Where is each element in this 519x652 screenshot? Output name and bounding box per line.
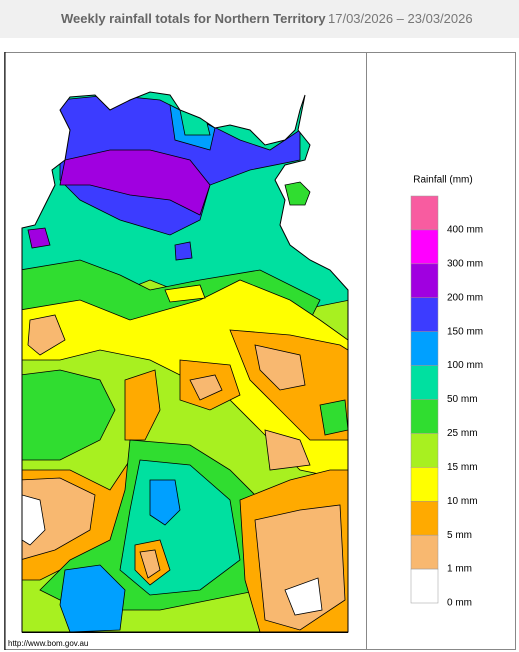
legend-label: 25 mm [447,428,478,439]
legend-swatch [410,399,439,434]
legend-swatch [410,195,439,231]
date-range: 17/03/2026 – 23/03/2026 [328,11,473,26]
legend-swatch [410,433,439,468]
legend-label: 200 mm [447,292,483,303]
legend-swatch [410,331,439,366]
legend: 400 mm 300 mm 200 mm 150 mm 100 mm 50 mm 25 mm… [410,195,483,609]
rainfall-map [22,92,348,632]
legend-label: 400 mm [447,225,483,236]
legend-swatch [410,263,439,299]
legend-label: 10 mm [447,496,478,507]
source-url: http://www.bom.gov.au [8,639,88,648]
map-baseline [22,632,348,633]
legend-swatch [410,229,439,265]
legend-title: Rainfall (mm) [413,175,472,186]
legend-label: 15 mm [447,462,478,473]
legend-swatch [410,365,439,400]
legend-swatch [410,467,439,502]
legend-label: 300 mm [447,258,483,269]
legend-label: 150 mm [447,326,483,337]
legend-swatch [410,297,439,332]
legend-label: 5 mm [447,530,472,541]
legend-label: 1 mm [447,564,472,575]
page-title: Weekly rainfall totals for Northern Terr… [61,11,326,26]
legend-swatch [410,501,439,536]
island [284,181,311,206]
header-bar: Weekly rainfall totals for Northern Terr… [0,0,519,38]
legend-label: 50 mm [447,394,478,405]
legend-swatch [410,534,439,570]
legend-swatch [410,568,439,604]
legend-label: 0 mm [447,598,472,609]
legend-label: 100 mm [447,360,483,371]
